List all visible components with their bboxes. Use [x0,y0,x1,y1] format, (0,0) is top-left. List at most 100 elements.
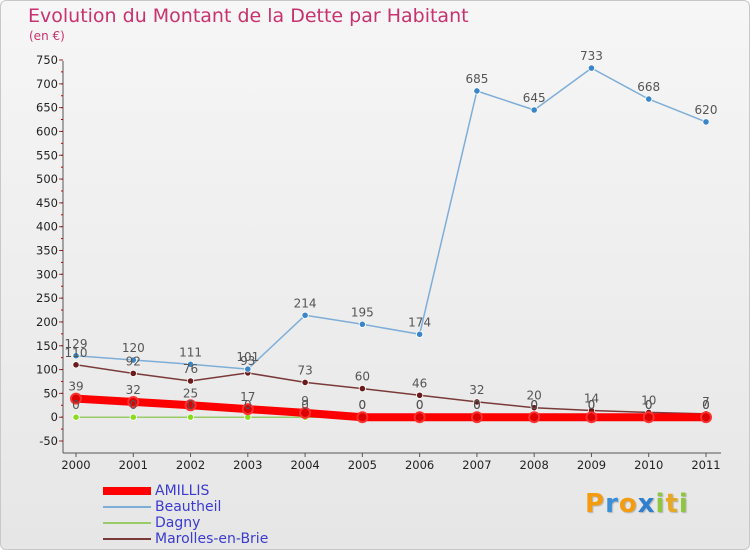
data-point [301,311,309,319]
data-label: 0 [473,398,481,412]
data-label: 0 [129,398,137,412]
data-label: 0 [416,398,424,412]
y-tick-label: 100 [36,363,58,377]
data-label: 73 [297,363,312,377]
data-label: 17 [240,390,255,404]
data-label: 46 [412,376,427,390]
data-label: 0 [359,398,367,412]
data-point [299,406,312,419]
logo-letter: i [678,489,689,519]
data-label: 0 [72,398,80,412]
data-label: 0 [588,398,596,412]
data-label: 0 [702,398,710,412]
data-label: 685 [465,72,488,86]
data-label: 101 [236,350,259,364]
x-tick-label: 2005 [348,458,377,472]
data-label: 733 [580,49,603,63]
data-point [358,385,366,393]
y-tick-label: 0 [51,410,58,424]
data-label: 93 [240,354,255,368]
data-label: 32 [126,383,141,397]
y-tick-label: 650 [36,101,58,115]
y-tick-label: 500 [36,172,58,186]
y-tick-label: 550 [36,148,58,162]
proxiti-logo: Proxiti [585,489,689,519]
x-tick-label: 2003 [233,458,262,472]
data-label: 111 [179,345,202,359]
data-label: 25 [183,386,198,400]
chart-title: Evolution du Montant de la Dette par Hab… [28,5,469,27]
data-point [587,64,596,72]
data-point [642,411,655,424]
data-point [186,377,195,385]
data-label: 0 [244,398,252,412]
data-point [301,378,309,387]
legend-label: AMILLIS [155,483,210,499]
logo-letter: i [655,489,666,519]
data-point [186,360,195,368]
legend-label: Dagny [155,515,201,531]
x-tick-label: 2004 [290,458,319,472]
y-tick-label: 50 [43,386,58,400]
data-label: 0 [645,398,653,412]
data-point [72,352,80,360]
data-label: 0 [530,398,538,412]
data-point [184,399,197,412]
y-tick-label: 400 [36,220,58,234]
legend-swatch [103,538,151,540]
data-point [241,403,254,416]
series-line-marolles-en-brie [75,364,707,415]
data-label: 20 [527,389,542,403]
data-point [72,361,80,369]
data-label: 0 [301,398,309,412]
legend-label: Beautheil [155,499,222,515]
legend-swatch [103,487,151,495]
data-label: 0 [530,398,538,412]
chart-unit: (en €) [29,29,65,43]
data-point [585,411,598,424]
data-label: 110 [65,346,88,360]
data-label: 620 [695,103,718,117]
data-label: 0 [416,398,424,412]
data-point [473,87,481,95]
data-point [356,411,369,424]
y-tick-label: 700 [36,77,58,91]
data-point [413,411,426,424]
data-point [530,404,538,412]
data-label: 0 [473,398,481,412]
series-line-amillis [72,394,710,422]
y-tick-label: 750 [36,53,58,67]
data-label: 0 [588,398,596,412]
data-label: 645 [523,91,546,105]
data-label: 92 [126,354,141,368]
x-tick-label: 2007 [462,458,491,472]
data-label: 76 [183,362,198,376]
data-label: 0 [645,398,653,412]
data-label: 195 [351,305,374,319]
data-label: 120 [122,341,145,355]
y-tick-label: 350 [36,244,58,258]
data-label: 60 [355,370,370,384]
data-point [70,392,82,405]
x-tick-label: 2011 [691,458,720,472]
y-tick-label: 600 [36,124,58,138]
data-label: 39 [68,380,83,394]
logo-letter: t [665,489,679,519]
data-point [528,411,541,424]
data-point [473,398,481,406]
x-tick-label: 2001 [119,458,148,472]
data-label: 668 [637,80,660,94]
x-tick-label: 2002 [176,458,205,472]
data-point [700,411,712,424]
data-label: 10 [641,393,656,407]
data-point [358,320,366,328]
y-tick-label: 200 [36,315,58,329]
data-label: 0 [187,398,195,412]
data-label: 214 [294,296,317,310]
data-point [530,106,538,114]
data-point [244,365,252,373]
y-tick-label: 250 [36,291,58,305]
data-point [129,413,137,421]
logo-letter: o [618,489,638,519]
legend-swatch [103,522,151,524]
